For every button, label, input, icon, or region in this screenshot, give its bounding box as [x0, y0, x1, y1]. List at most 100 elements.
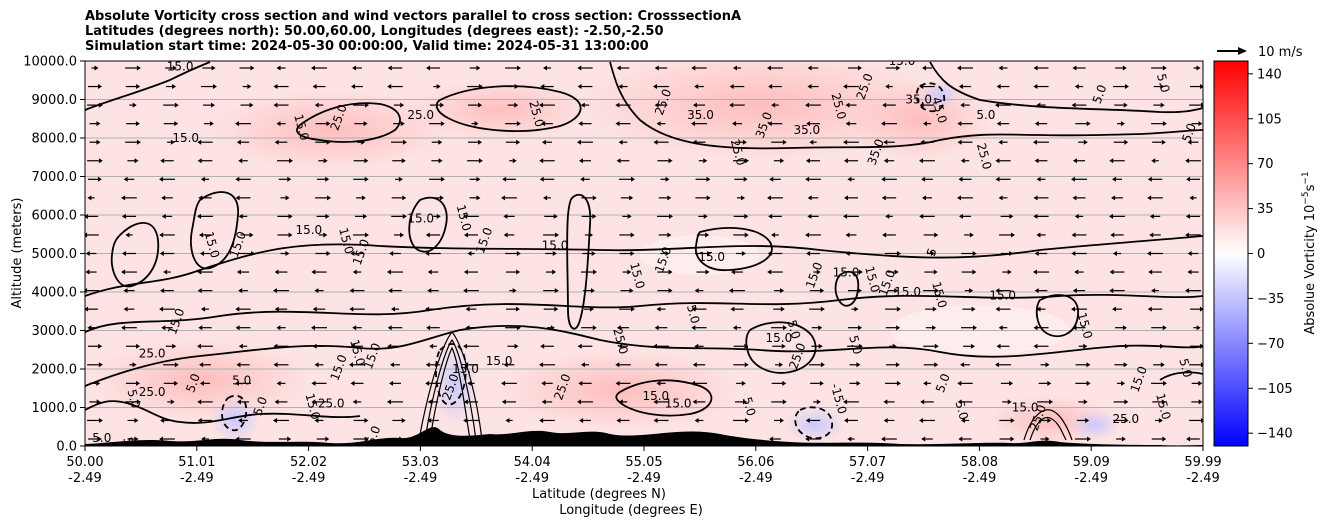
wind-arrow-head: [656, 121, 661, 127]
wind-arrow-head: [1185, 232, 1190, 238]
wind-arrow-head: [543, 65, 548, 71]
wind-arrow-head: [503, 213, 508, 219]
wind-arrow-head: [387, 343, 392, 349]
wind-arrow-head: [387, 269, 392, 275]
wind-arrow-head: [311, 325, 316, 331]
wind-arrow-head: [1162, 121, 1167, 127]
wind-arrow-head: [514, 84, 519, 90]
wind-arrow-head: [995, 306, 1000, 312]
x-tick-label-lon: -2.49: [292, 471, 326, 486]
wind-arrow-head: [388, 288, 393, 294]
wind-arrow-head: [364, 176, 369, 182]
wind-arrow-head: [744, 158, 749, 164]
wind-arrow-head: [1124, 84, 1129, 90]
wind-arrow-head: [325, 176, 330, 182]
wind-arrow-head: [780, 288, 785, 294]
wind-arrow-head: [856, 362, 861, 368]
wind-arrow-head: [1047, 380, 1052, 386]
wind-arrow-head: [161, 195, 166, 201]
wind-arrow-head: [236, 139, 241, 145]
wind-arrow-head: [996, 84, 1001, 90]
wind-arrow-head: [1036, 176, 1041, 182]
x-tick-label-lon: -2.49: [404, 471, 438, 486]
wind-arrow-head: [1149, 213, 1154, 219]
wind-arrow-head: [653, 139, 658, 145]
wind-arrow-head: [98, 84, 103, 90]
wind-arrow-head: [780, 306, 785, 312]
wind-arrow-head: [1198, 399, 1203, 405]
wind-arrow-head: [820, 362, 825, 368]
wind-arrow-head: [352, 269, 357, 275]
wind-arrow-head: [85, 251, 90, 256]
wind-arrow-head: [543, 195, 548, 201]
wind-arrow-head: [629, 195, 634, 201]
wind-arrow-head: [730, 306, 735, 312]
wind-arrow-head: [211, 65, 216, 71]
contour-label: 15.0: [698, 250, 725, 264]
wind-arrow-head: [210, 102, 215, 108]
wind-arrow-head: [85, 213, 88, 219]
wind-arrow-head: [960, 362, 965, 368]
contour-label: 15.0: [989, 289, 1016, 303]
wind-arrow-head: [1045, 436, 1050, 442]
wind-arrow-head: [1047, 417, 1052, 423]
wind-arrow-head: [1186, 436, 1191, 442]
wind-arrow-head: [273, 362, 278, 368]
wind-arrow-head: [1196, 65, 1201, 71]
wind-arrow-head: [578, 158, 583, 164]
wind-arrow-head: [854, 306, 859, 312]
wind-vectors: [85, 65, 1203, 442]
wind-arrow-head: [741, 380, 746, 386]
wind-arrow-head: [85, 306, 89, 312]
wind-arrow-head: [364, 158, 369, 164]
x-tick-label-lon: -2.49: [627, 471, 661, 486]
wind-arrow-head: [1162, 65, 1167, 71]
wind-arrow-head: [691, 306, 696, 312]
wind-arrow-head: [402, 139, 407, 145]
wind-arrow-head: [463, 343, 468, 349]
wind-arrow-head: [1162, 436, 1167, 442]
wind-arrow-head: [767, 65, 772, 71]
wind-arrow-head: [960, 102, 965, 108]
wind-arrow-head: [1147, 251, 1152, 256]
wind-arrow-head: [995, 288, 1000, 294]
wind-arrow-head: [465, 306, 470, 312]
wind-arrow-head: [512, 158, 517, 164]
wind-arrow-head: [312, 84, 317, 90]
wind-arrow-head: [235, 436, 240, 442]
wind-arrow-head: [1124, 417, 1129, 423]
wind-arrow-head: [957, 121, 962, 127]
wind-arrow-head: [170, 399, 175, 405]
wind-arrow-head: [400, 121, 405, 127]
wind-arrow-head: [1072, 325, 1077, 331]
wind-arrow-head: [273, 84, 278, 90]
wind-arrow-head: [653, 399, 658, 405]
contour-label: 15.0: [302, 392, 322, 421]
wind-arrow-head: [161, 325, 166, 331]
wind-arrow-head: [894, 288, 899, 294]
x-tick-label-lat: 55.05: [625, 455, 662, 470]
x-axis-label-line-2: Longitude (degrees E): [559, 503, 703, 518]
contour-label: 35.0: [687, 108, 714, 122]
wind-arrow-head: [1034, 158, 1039, 164]
wind-arrow-head: [896, 380, 901, 386]
wind-arrow-head: [1033, 343, 1038, 349]
wind-arrow-head: [1111, 176, 1116, 182]
wind-arrow-head: [425, 251, 430, 256]
wind-arrow-head: [402, 213, 407, 219]
wind-arrow-head: [1198, 121, 1203, 127]
wind-arrow-head: [934, 362, 939, 368]
x-tick-label-lat: 54.04: [514, 455, 551, 470]
wind-arrow-head: [895, 362, 900, 368]
wind-arrow-head: [540, 343, 545, 349]
wind-arrow-head: [1148, 269, 1153, 275]
wind-arrow-head: [668, 158, 673, 164]
wind-arrow-head: [1083, 343, 1088, 349]
x-axis-label-line-1: Latitude (degrees N): [532, 487, 666, 502]
wind-arrow-head: [1074, 213, 1079, 219]
wind-arrow-head: [705, 269, 710, 275]
wind-arrow-head: [883, 417, 888, 423]
wind-arrow-head: [1200, 362, 1203, 368]
wind-arrow-head: [1036, 306, 1041, 312]
